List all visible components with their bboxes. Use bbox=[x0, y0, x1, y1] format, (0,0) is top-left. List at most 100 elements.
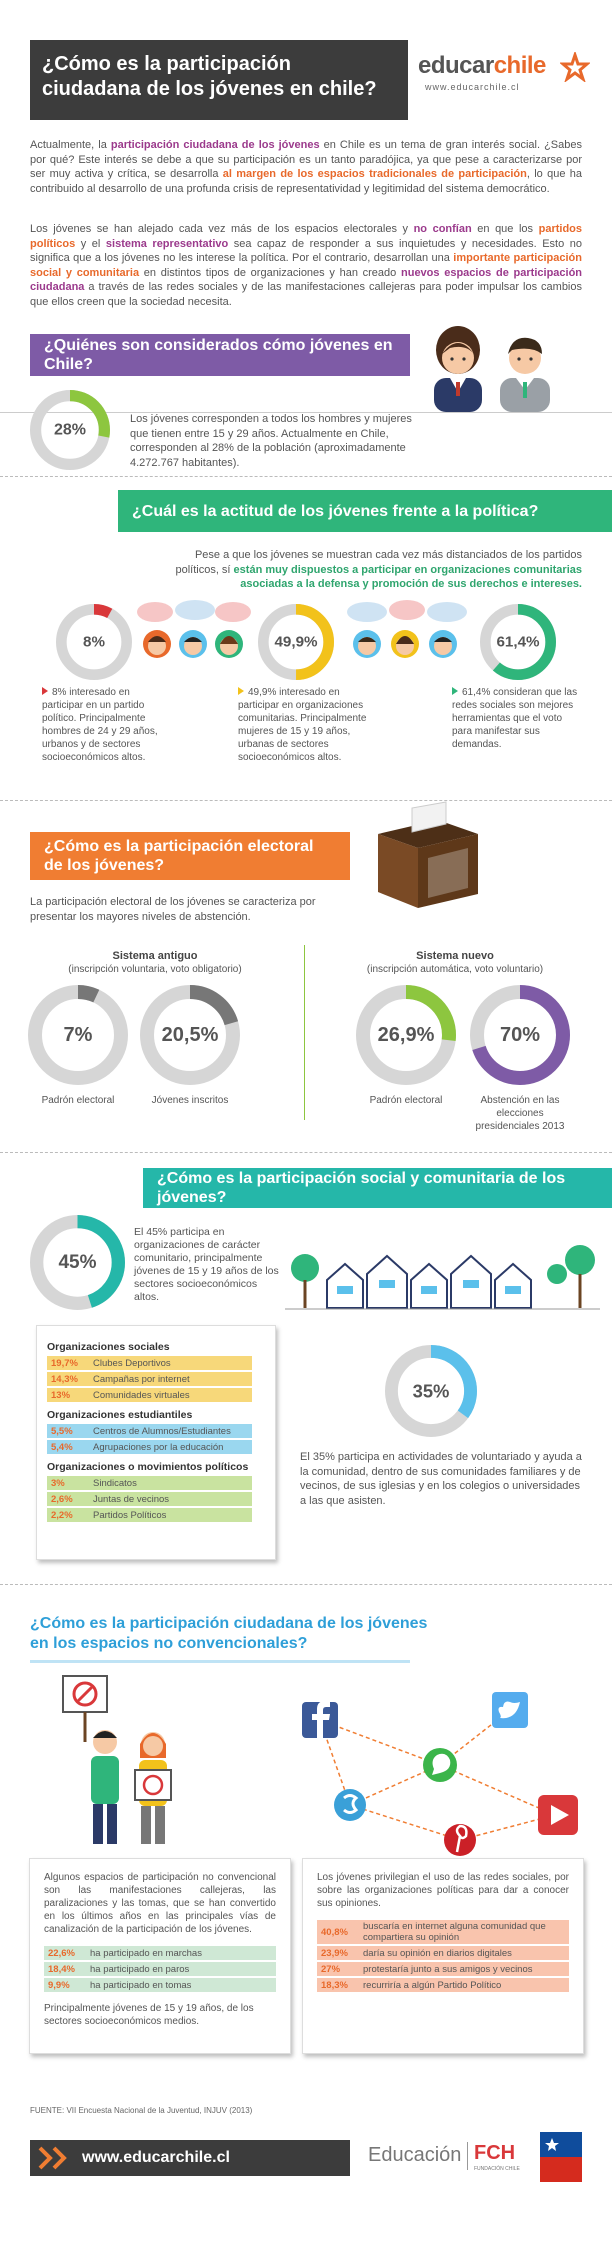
houses-illustration-part bbox=[291, 1245, 595, 1284]
row: 18,4% ha participado en paros bbox=[44, 1962, 276, 1976]
donut-label: 8% bbox=[83, 634, 105, 651]
system-name: Sistema antiguo bbox=[112, 950, 198, 962]
intro-paragraph: Actualmente, la participación ciudadana … bbox=[30, 138, 582, 196]
donut-arc bbox=[470, 985, 570, 1085]
social-network-illustration bbox=[302, 1692, 578, 1856]
footer-divider bbox=[467, 2142, 468, 2170]
donut: 8% bbox=[56, 604, 132, 680]
protest-illustration-part bbox=[155, 1806, 165, 1844]
row-percent: 22,6% bbox=[48, 1947, 75, 1959]
logo-icon bbox=[560, 52, 590, 82]
faces-illustration-part bbox=[427, 602, 467, 622]
donut-arc bbox=[30, 1215, 125, 1310]
header-band bbox=[30, 40, 408, 120]
row: 23,9% daría su opinión en diarios digital… bbox=[317, 1946, 569, 1960]
group-name: Organizaciones estudiantiles bbox=[47, 1409, 193, 1421]
section-banner: ¿Cuál es la actitud de los jóvenes frent… bbox=[118, 490, 612, 532]
ballot-box-part bbox=[378, 820, 478, 848]
protest-illustration-part bbox=[93, 1804, 103, 1844]
faces-illustration-part bbox=[347, 602, 387, 622]
houses-illustration-part-part bbox=[379, 1280, 395, 1288]
faces-illustration bbox=[347, 600, 467, 658]
social-text: El 45% participa en organizaciones de ca… bbox=[134, 1226, 279, 1303]
donut-label: 26,9% bbox=[378, 1024, 435, 1046]
logo-icon-part bbox=[560, 52, 590, 82]
faces-illustration-part bbox=[215, 602, 251, 622]
group-name: Organizaciones sociales bbox=[47, 1341, 170, 1353]
protest-illustration-part bbox=[143, 1736, 163, 1756]
row-text: buscaría en internet alguna comunidad qu… bbox=[363, 1921, 546, 1943]
rows: 3% Sindicatos 2,6% Juntas de vecinos 2,2% Par… bbox=[47, 1476, 265, 1522]
highlight: sistema representativo bbox=[105, 237, 229, 250]
houses-illustration-part-part bbox=[565, 1245, 595, 1275]
donut-label: 7% bbox=[64, 1024, 93, 1046]
donut: 70% bbox=[470, 985, 570, 1085]
text-segment: Actualmente, la bbox=[30, 139, 111, 151]
baseline bbox=[0, 412, 612, 413]
stat-text: 49,9% interesado en participar en organi… bbox=[238, 686, 378, 764]
source: FUENTE: VII Encuesta Nacional de la Juve… bbox=[30, 2106, 253, 2115]
houses-illustration-part-part bbox=[463, 1280, 479, 1288]
protest-illustration-part bbox=[141, 1806, 151, 1844]
main-title: ¿Cómo es la participación ciudadana de l… bbox=[42, 53, 377, 100]
donut-caption: Jóvenes inscritos bbox=[151, 1095, 229, 1106]
group-name: Organizaciones o movimientos políticos bbox=[47, 1461, 249, 1473]
houses-illustration-part-part bbox=[337, 1286, 353, 1294]
row-text: protestaría junto a sus amigos y vecinos bbox=[363, 1963, 533, 1975]
social-network-illustration-part-part bbox=[439, 1764, 556, 1816]
group: Organizaciones sociales 19,7% Clubes Depor… bbox=[47, 1341, 265, 1402]
row-text: daría su opinión en diarios digitales bbox=[363, 1947, 512, 1959]
text-segment: sea capaz de responder a sus inquietudes… bbox=[30, 237, 583, 265]
social-network-illustration-part bbox=[432, 1753, 451, 1775]
ballot-box-part bbox=[418, 834, 478, 908]
row-text: Centros de Alumnos/Estudiantes bbox=[93, 1425, 231, 1437]
donut: 28% bbox=[30, 390, 110, 470]
houses-illustration-part bbox=[326, 1254, 532, 1309]
highlight: importante participación social y comuni… bbox=[30, 252, 582, 279]
logo: educarchile bbox=[418, 52, 546, 80]
row-percent: 27% bbox=[321, 1963, 341, 1975]
donut-label: 70% bbox=[500, 1024, 540, 1046]
row-text: ha participado en marchas bbox=[90, 1947, 202, 1959]
row: 2,2% Partidos Políticos bbox=[47, 1508, 252, 1522]
donut: 35% bbox=[385, 1345, 477, 1437]
social-network-illustration-part bbox=[455, 1824, 468, 1853]
row-percent: 5,5% bbox=[51, 1425, 73, 1437]
attitude-intro: Pese a que los jóvenes se muestran cada … bbox=[150, 548, 582, 592]
row: 5,4% Agrupaciones por la educación bbox=[47, 1440, 252, 1454]
donut-caption: Abstención en las elecciones presidencia… bbox=[475, 1095, 565, 1132]
houses-illustration-part-part bbox=[547, 1264, 567, 1284]
row: 22,6% ha participado en marchas bbox=[44, 1946, 276, 1960]
row: 13% Comunidades virtuales bbox=[47, 1388, 252, 1402]
volunteer-text: El 35% participa en actividades de volun… bbox=[300, 1451, 582, 1507]
row-text: Partidos Políticos bbox=[93, 1509, 167, 1521]
donut-arc bbox=[28, 985, 128, 1085]
highlight: participación ciudadana de los jóvenes bbox=[110, 139, 320, 151]
protest-illustration-part bbox=[142, 1774, 164, 1796]
faces-illustration-part bbox=[220, 636, 238, 644]
donut-label: 20,5% bbox=[162, 1024, 219, 1046]
text-segment: Los jóvenes se han alejado cada vez más … bbox=[30, 223, 414, 235]
faces-illustration-part bbox=[175, 600, 215, 620]
logo-part: educar bbox=[418, 52, 494, 79]
faces-illustration-part bbox=[137, 602, 173, 622]
footer-arrows bbox=[38, 2146, 67, 2170]
faces-illustration-part bbox=[148, 636, 166, 642]
faces-illustration-part bbox=[358, 637, 376, 642]
government-logo-part bbox=[540, 2157, 582, 2182]
text-segment: en distintos tipos de organizaciones y h… bbox=[139, 266, 401, 279]
section-banner: ¿Cómo es la participación electoral de l… bbox=[30, 832, 350, 880]
footer-brand: Educación bbox=[368, 2144, 462, 2166]
donut-arc bbox=[140, 985, 240, 1085]
donut-arc bbox=[356, 985, 456, 1085]
logo-part: chile bbox=[493, 52, 547, 79]
donut: 61,4% bbox=[480, 604, 556, 680]
youth-illustration-part bbox=[529, 357, 533, 361]
row-percent: 19,7% bbox=[51, 1357, 78, 1369]
row-text: Clubes Deportivos bbox=[93, 1357, 171, 1369]
social-network-illustration-part bbox=[498, 1701, 520, 1719]
rows: 19,7% Clubes Deportivos 14,3% Campañas por … bbox=[47, 1356, 265, 1402]
houses-illustration bbox=[285, 1245, 600, 1310]
donut: 20,5% bbox=[140, 985, 240, 1085]
row-text: Agrupaciones por la educación bbox=[93, 1441, 224, 1453]
